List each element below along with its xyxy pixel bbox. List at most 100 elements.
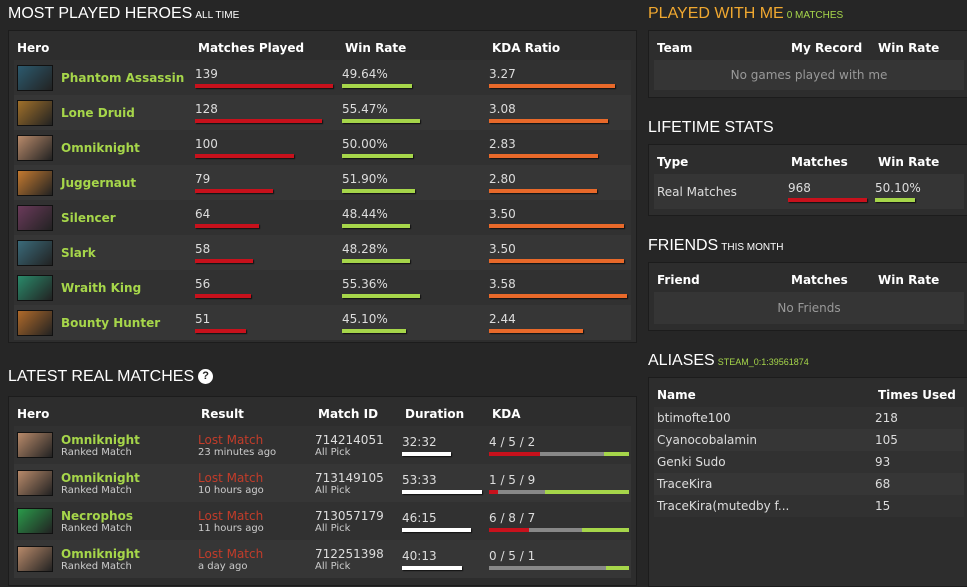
game-mode: All Pick xyxy=(315,522,351,534)
hero-portrait xyxy=(17,309,53,336)
duration-cell: 40:13 xyxy=(402,549,489,570)
matches-value: 100 xyxy=(195,137,218,151)
match-type: Ranked Match xyxy=(61,484,132,496)
duration-bar xyxy=(402,527,472,532)
kda-bar xyxy=(489,84,615,88)
kda-value: 3.50 xyxy=(489,242,516,256)
played-with-table: Team My Record Win Rate No games played wi… xyxy=(648,30,967,98)
matches-cell: 56 xyxy=(195,277,342,298)
winrate-bar xyxy=(342,154,413,158)
most-played-table: Hero Matches Played Win Rate KDA Ratio P… xyxy=(8,30,637,343)
hero-row[interactable]: Silencer 64 48.44% 3.50 xyxy=(14,200,631,235)
title-text: FRIENDS xyxy=(648,237,719,254)
match-row[interactable]: Omniknight Ranked Match Lost Match 23 minu… xyxy=(14,426,631,464)
hero-name[interactable]: Necrophos xyxy=(61,508,133,523)
hero-name[interactable]: Phantom Assassin xyxy=(61,70,185,85)
hero-row[interactable]: Slark 58 48.28% 3.50 xyxy=(14,235,631,270)
match-id-cell: 712251398 All Pick xyxy=(315,547,402,572)
lifetime-title: LIFETIME STATS xyxy=(648,119,774,137)
table-header: Type Matches Win Rate xyxy=(654,150,967,174)
alias-count: 218 xyxy=(875,411,898,425)
hero-name[interactable]: Lone Druid xyxy=(61,105,135,120)
hero-name[interactable]: Bounty Hunter xyxy=(61,315,161,330)
title-subtitle: ALL TIME xyxy=(195,10,240,21)
duration-cell: 32:32 xyxy=(402,435,489,456)
deaths-segment xyxy=(489,565,606,570)
winrate-cell: 50.00% xyxy=(342,137,489,158)
help-icon[interactable]: ? xyxy=(198,369,214,384)
kda-value: 3.58 xyxy=(489,277,516,291)
title-text: PLAYED WITH ME xyxy=(648,5,784,22)
matches-value: 51 xyxy=(195,312,211,326)
kda-cell: 2.80 xyxy=(489,172,597,193)
hero-name[interactable]: Wraith King xyxy=(61,280,142,295)
col-winrate: Win Rate xyxy=(878,273,940,287)
matches-value: 64 xyxy=(195,207,211,221)
aliases-title: ALIASES STEAM_0:1:39561874 xyxy=(648,352,809,370)
match-result[interactable]: Lost Match xyxy=(198,508,264,523)
hero-row[interactable]: Lone Druid 128 55.47% 3.08 xyxy=(14,95,631,130)
col-matches: Matches Played xyxy=(198,41,305,55)
alias-row: Cyanocobalamin 105 xyxy=(654,429,964,451)
match-time: 10 hours ago xyxy=(198,484,264,496)
match-result[interactable]: Lost Match xyxy=(198,470,264,485)
duration-bar xyxy=(402,489,483,494)
most-played-title: MOST PLAYED HEROES ALL TIME xyxy=(8,5,239,23)
hero-row[interactable]: Juggernaut 79 51.90% 2.80 xyxy=(14,165,631,200)
col-kda: KDA Ratio xyxy=(492,41,561,55)
hero-row[interactable]: Omniknight 100 50.00% 2.83 xyxy=(14,130,631,165)
matches-value: 128 xyxy=(195,102,218,116)
match-row[interactable]: Omniknight Ranked Match Lost Match 10 hour… xyxy=(14,464,631,502)
hero-name[interactable]: Silencer xyxy=(61,210,116,225)
result-cell: Lost Match 10 hours ago xyxy=(198,471,315,496)
match-time: 23 minutes ago xyxy=(198,446,277,458)
match-type: Ranked Match xyxy=(61,446,132,458)
hero-row[interactable]: Phantom Assassin 139 49.64% 3.27 xyxy=(14,60,631,95)
hero-row[interactable]: Bounty Hunter 51 45.10% 2.44 xyxy=(14,305,631,340)
alias-name: TraceKira xyxy=(657,477,713,491)
matches-bar xyxy=(195,189,274,193)
hero-name[interactable]: Omniknight xyxy=(61,546,140,561)
col-winrate: Win Rate xyxy=(345,41,407,55)
kills-segment xyxy=(489,527,529,532)
empty-message: No Friends xyxy=(654,292,964,324)
hero-row[interactable]: Wraith King 56 55.36% 3.58 xyxy=(14,270,631,305)
match-result[interactable]: Lost Match xyxy=(198,432,264,447)
lifetime-table: Type Matches Win Rate Real Matches 968 50.… xyxy=(648,144,967,216)
match-result[interactable]: Lost Match xyxy=(198,546,264,561)
match-id[interactable]: 713057179 xyxy=(315,508,384,523)
duration-value: 46:15 xyxy=(402,510,437,525)
match-id[interactable]: 714214051 xyxy=(315,432,384,447)
game-mode: All Pick xyxy=(315,484,351,496)
hero-portrait xyxy=(17,546,53,572)
winrate-bar xyxy=(342,84,412,88)
matches-cell: 139 xyxy=(195,67,342,88)
hero-name[interactable]: Omniknight xyxy=(61,470,140,485)
duration-cell: 53:33 xyxy=(402,473,489,494)
hero-name[interactable]: Slark xyxy=(61,245,96,260)
assists-segment xyxy=(582,527,629,532)
matches-bar xyxy=(195,294,251,298)
matches-cell: 64 xyxy=(195,207,342,228)
alias-count: 15 xyxy=(875,499,891,513)
hero-name[interactable]: Omniknight xyxy=(61,432,140,447)
winrate-bar xyxy=(342,224,411,228)
matches-cell: 128 xyxy=(195,102,342,123)
kda-value: 1 / 5 / 9 xyxy=(489,472,536,487)
hero-name[interactable]: Juggernaut xyxy=(61,175,137,190)
assists-segment xyxy=(545,489,629,494)
hero-cell: Necrophos Ranked Match xyxy=(61,509,198,534)
col-hero: Hero xyxy=(17,407,50,421)
alias-row: btimofte100 218 xyxy=(654,407,964,429)
winrate-bar xyxy=(342,329,406,333)
hero-name[interactable]: Omniknight xyxy=(61,140,140,155)
match-row[interactable]: Necrophos Ranked Match Lost Match 11 hours… xyxy=(14,502,631,540)
kda-value: 6 / 8 / 7 xyxy=(489,510,536,525)
match-id[interactable]: 712251398 xyxy=(315,546,384,561)
col-result: Result xyxy=(201,407,244,421)
matches-value: 139 xyxy=(195,67,218,81)
winrate-value: 55.47% xyxy=(342,102,388,116)
match-id-cell: 713057179 All Pick xyxy=(315,509,402,534)
match-row[interactable]: Omniknight Ranked Match Lost Match a day a… xyxy=(14,540,631,578)
match-id[interactable]: 713149105 xyxy=(315,470,384,485)
